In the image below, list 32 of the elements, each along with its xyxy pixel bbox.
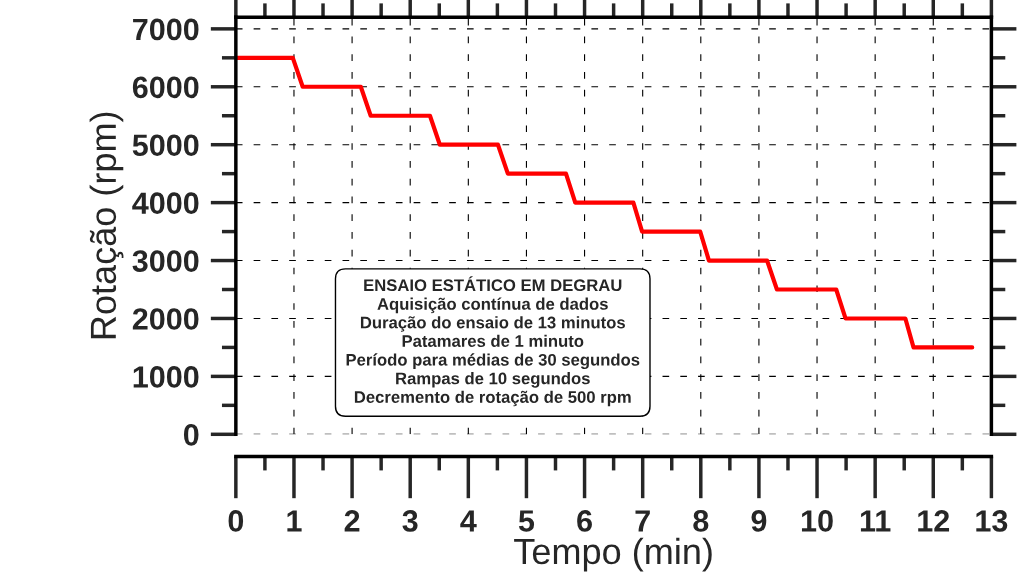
y-tick-label: 7000 xyxy=(133,18,199,41)
y-tick-label: 3000 xyxy=(132,250,199,272)
annotation: ENSAIO ESTÁTICO EM DEGRAU xyxy=(364,276,622,292)
annotation: Aquisição contínua de dados xyxy=(377,297,608,314)
line-series xyxy=(235,55,975,350)
x-tick-label: 6 xyxy=(577,510,592,532)
y-axis-title: Rotação (rpm) xyxy=(89,112,124,339)
x-tick-label: 2 xyxy=(344,510,360,532)
x-tick-label: 4 xyxy=(460,510,477,532)
x-axis-title: Tempo (min) xyxy=(514,537,712,572)
annotation: Período para médias de 30 segundos xyxy=(346,353,640,370)
annotation: Duração do ensaio de 13 minutos xyxy=(360,316,625,332)
x-tick-label: 0 xyxy=(228,510,244,532)
x-tick-label: 5 xyxy=(518,510,535,532)
y-tick-label: 5000 xyxy=(132,134,199,157)
y-tick-label: 0 xyxy=(183,424,199,446)
annotation: Decremento de rotação de 500 rpm xyxy=(354,390,631,407)
y-tick-label: 6000 xyxy=(132,76,199,99)
y-tick-label: 1000 xyxy=(133,366,199,388)
x-tick-label: 13 xyxy=(976,510,1008,532)
annotation: Patamares de 1 minuto xyxy=(402,334,584,347)
x-tick-label: 1 xyxy=(287,510,302,532)
y-tick-label: 4000 xyxy=(132,192,199,214)
x-tick-label: 8 xyxy=(693,510,709,532)
x-tick-label: 9 xyxy=(751,510,767,532)
y-tick-label: 2000 xyxy=(132,308,199,330)
x-tick-label: 11 xyxy=(860,510,891,532)
annotation: Rampas de 10 segundos xyxy=(396,372,590,388)
x-tick-label: 12 xyxy=(918,510,950,532)
x-tick-label: 7 xyxy=(635,510,650,532)
x-tick-label: 10 xyxy=(801,510,833,532)
x-tick-label: 3 xyxy=(402,510,418,532)
